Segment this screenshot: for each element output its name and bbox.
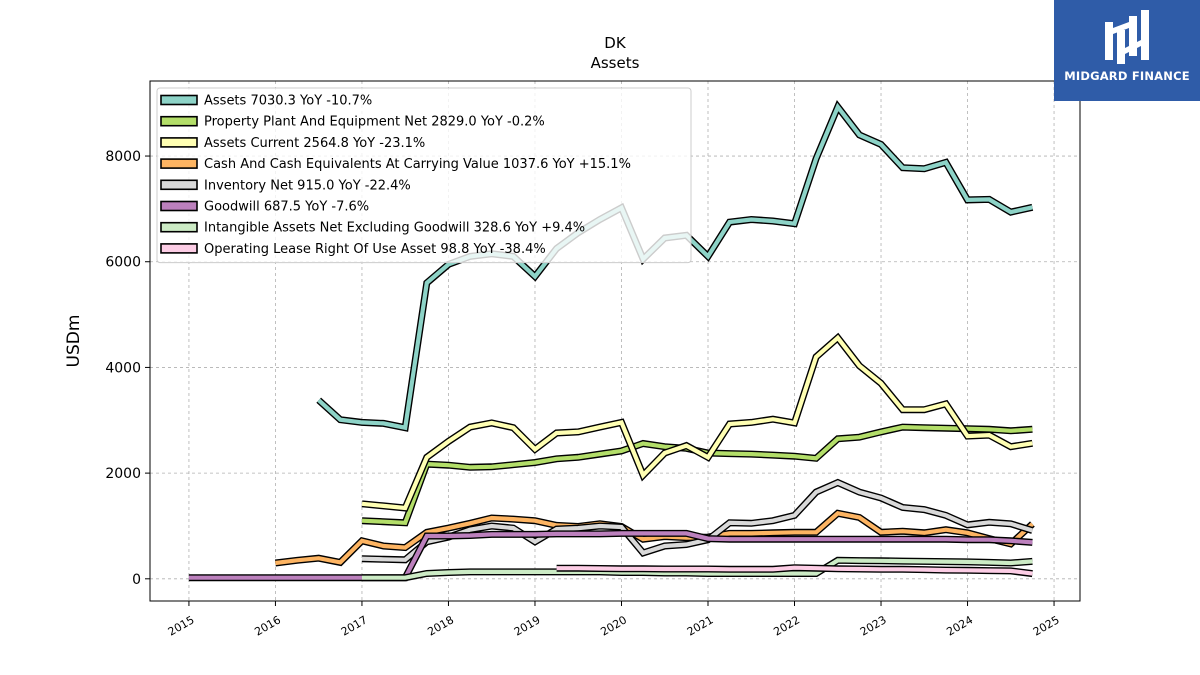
legend-swatch xyxy=(160,115,198,127)
x-tick-label: 2017 xyxy=(339,613,370,638)
y-tick-label: 4000 xyxy=(105,360,141,376)
x-tick-label: 2024 xyxy=(944,613,975,638)
legend-label: Property Plant And Equipment Net 2829.0 … xyxy=(204,115,545,130)
legend-swatch xyxy=(160,200,198,212)
legend-label: Operating Lease Right Of Use Asset 98.8 … xyxy=(204,242,546,257)
series-stroke xyxy=(188,531,1033,580)
x-tick-label: 2015 xyxy=(166,613,197,638)
legend: Assets 7030.3 YoY -10.7% Property Plant A… xyxy=(156,87,692,264)
legend-label: Inventory Net 915.0 YoY -22.4% xyxy=(204,178,411,193)
series-stroke xyxy=(361,480,1034,562)
legend-label: Assets Current 2564.8 YoY -23.1% xyxy=(204,136,425,151)
legend-swatch xyxy=(160,137,198,148)
x-tick-label: 2020 xyxy=(598,613,629,638)
series-outline xyxy=(361,332,1033,512)
series-outline xyxy=(361,478,1034,564)
legend-label: Assets 7030.3 YoY -10.7% xyxy=(204,94,372,109)
legend-box xyxy=(156,87,692,264)
legend-swatch xyxy=(160,158,198,169)
series-stroke xyxy=(362,558,1033,580)
series-layer xyxy=(188,99,1035,582)
x-tick-label: 2019 xyxy=(512,613,543,638)
y-tick-label: 0 xyxy=(132,572,141,588)
y-tick-label: 8000 xyxy=(105,149,141,165)
y-tick-label: 2000 xyxy=(105,466,141,482)
series-3-line xyxy=(361,332,1033,512)
series-6-line xyxy=(188,529,1033,582)
y-tick-label: 6000 xyxy=(105,255,141,271)
legend-swatch xyxy=(160,94,198,106)
legend-label: Goodwill 687.5 YoY -7.6% xyxy=(204,200,369,215)
legend-swatch xyxy=(160,243,198,254)
y-axis-label: USDm xyxy=(64,315,84,368)
logo-mark-icon xyxy=(1105,10,1149,64)
x-tick-label: 2018 xyxy=(425,613,456,638)
series-stroke xyxy=(275,511,1034,566)
logo-text: MIDGARD FINANCE xyxy=(1064,69,1190,83)
x-tick-label: 2025 xyxy=(1031,613,1062,638)
chart-subtitle: Assets xyxy=(591,54,640,72)
midgard-finance-logo: MIDGARD FINANCE xyxy=(1054,0,1200,101)
series-8-line xyxy=(556,564,1033,578)
x-tick-label: 2016 xyxy=(252,613,283,638)
x-tick-label: 2022 xyxy=(771,613,802,638)
series-5-line xyxy=(361,478,1034,564)
series-4-line xyxy=(274,509,1035,567)
legend-label: Intangible Assets Net Excluding Goodwill… xyxy=(204,221,585,236)
plot-frame xyxy=(149,80,1081,602)
legend-swatch xyxy=(160,179,198,191)
x-tick-label: 2023 xyxy=(858,613,889,638)
chart-title: DK xyxy=(604,34,627,52)
legend-swatch xyxy=(160,221,198,233)
series-stroke xyxy=(361,334,1033,511)
series-7-line xyxy=(362,556,1033,582)
x-tick-label: 2021 xyxy=(685,613,716,638)
legend-label: Cash And Cash Equivalents At Carrying Va… xyxy=(204,157,631,172)
series-stroke xyxy=(556,565,1033,576)
